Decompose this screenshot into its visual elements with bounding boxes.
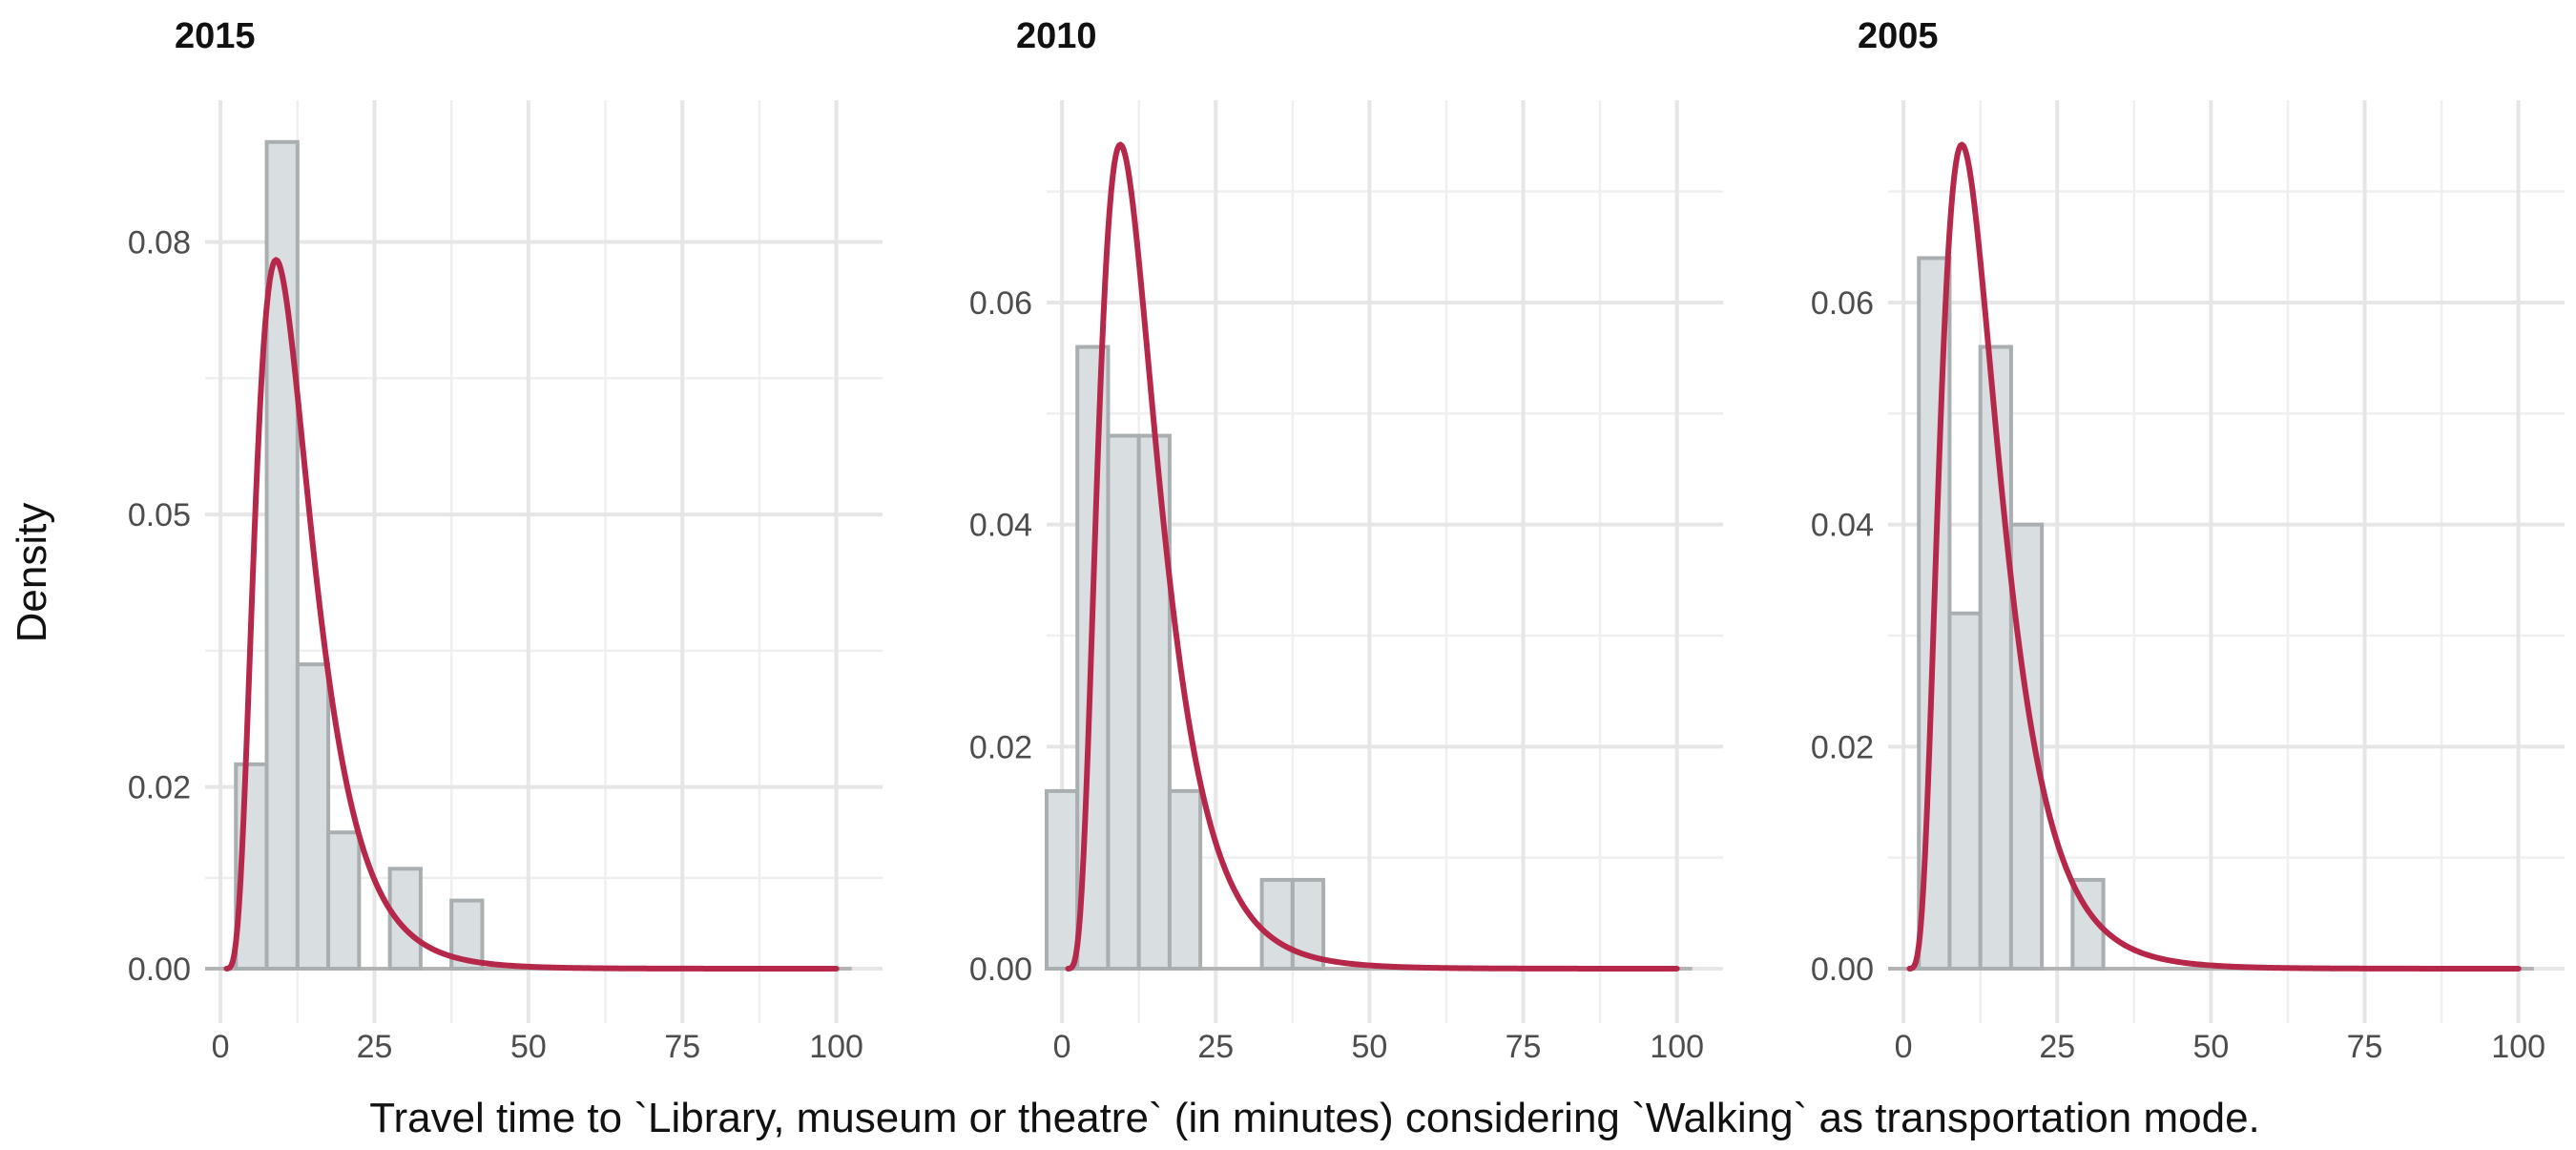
x-tick-label: 0 <box>212 1029 230 1065</box>
histogram-bar <box>1167 788 1203 971</box>
x-tick-label: 25 <box>357 1029 393 1065</box>
density-curve <box>1065 141 1680 972</box>
x-tick-label: 100 <box>2491 1029 2545 1065</box>
x-tick-label: 100 <box>1650 1029 1704 1065</box>
y-tick-label: 0.05 <box>128 497 191 533</box>
y-tick-label: 0.06 <box>969 285 1032 322</box>
panel-title: 2015 <box>175 16 256 56</box>
y-tick-label: 0.06 <box>1811 285 1874 322</box>
x-tick-label: 50 <box>1351 1029 1387 1065</box>
x-tick-label: 100 <box>809 1029 863 1065</box>
facet-panel-2015: 0.00 0.02 0.05 0.08 0 25 50 75 100 2015 <box>128 16 883 1065</box>
histogram-bar <box>326 830 362 971</box>
y-tick-label: 0.02 <box>128 770 191 806</box>
density-curve <box>223 257 840 972</box>
x-tick-label: 50 <box>2192 1029 2229 1065</box>
facet-panel-2005: 0.00 0.02 0.04 0.06 0 25 50 75 100 2005 <box>1811 16 2565 1065</box>
histogram-bar <box>1259 877 1295 971</box>
x-tick-label: 25 <box>2039 1029 2075 1065</box>
x-tick-label: 75 <box>1506 1029 1542 1065</box>
histogram-bar <box>295 662 331 971</box>
x-tick-label: 75 <box>664 1029 700 1065</box>
panel-title: 2010 <box>1016 16 1097 56</box>
facet-panel-2010: 0.00 0.02 0.04 0.06 0 25 50 75 100 2010 <box>969 16 1723 1065</box>
histogram-bar <box>1106 433 1141 972</box>
x-tick-label: 0 <box>1895 1029 1913 1065</box>
panels: 0.000.020.050.080 25 50 75 10020150.000.020.… <box>128 16 2565 1065</box>
histogram-bar <box>2008 522 2045 971</box>
y-axis-title: Density <box>9 503 55 643</box>
y-tick-label: 0.02 <box>1811 729 1874 765</box>
y-tick-label: 0.04 <box>1811 508 1874 544</box>
y-tick-label: 0.02 <box>969 729 1032 765</box>
y-tick-label: 0.04 <box>969 508 1032 544</box>
x-tick-label: 75 <box>2347 1029 2383 1065</box>
panel-title: 2005 <box>1858 16 1939 56</box>
y-tick-label: 0.00 <box>128 951 191 988</box>
x-axis-title: Travel time to `Library, museum or theat… <box>369 1095 2260 1141</box>
histogram-bar <box>1045 788 1080 971</box>
histogram-bar <box>1947 611 1983 971</box>
density-curve <box>1906 141 2522 972</box>
x-tick-label: 0 <box>1053 1029 1071 1065</box>
y-tick-label: 0.00 <box>969 951 1032 988</box>
y-tick-label: 0.00 <box>1811 951 1874 988</box>
y-tick-label: 0.08 <box>128 225 191 261</box>
x-tick-label: 50 <box>510 1029 547 1065</box>
x-tick-label: 25 <box>1197 1029 1234 1065</box>
